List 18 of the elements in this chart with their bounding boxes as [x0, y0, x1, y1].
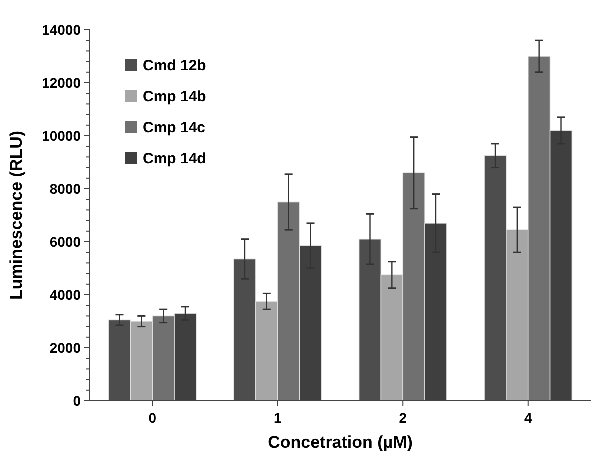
y-tick-label: 2000 [50, 340, 82, 356]
x-tick-label: 4 [524, 410, 532, 426]
y-tick-label: 8000 [50, 180, 82, 197]
legend-label: Cmp 14b [143, 88, 206, 106]
x-tick-label: 1 [274, 410, 282, 426]
y-tick-label: 6000 [50, 234, 82, 250]
x-tick-label: 0 [148, 410, 157, 426]
y-axis-title: Luminescence (RLU) [7, 130, 26, 300]
y-tick-label: 12000 [42, 74, 82, 91]
y-tick-label: 0 [73, 392, 82, 409]
legend-label: Cmp 14d [143, 150, 206, 168]
y-tick-label: 14000 [42, 22, 82, 38]
x-axis-title: Concetration (µM) [268, 433, 413, 452]
y-tick-label: 4000 [50, 286, 82, 303]
legend-label: Cmd 12b [143, 57, 206, 74]
x-tick-label: 2 [399, 410, 408, 426]
y-tick-label: 10000 [42, 128, 82, 144]
legend-label: Cmp 14c [143, 119, 206, 136]
